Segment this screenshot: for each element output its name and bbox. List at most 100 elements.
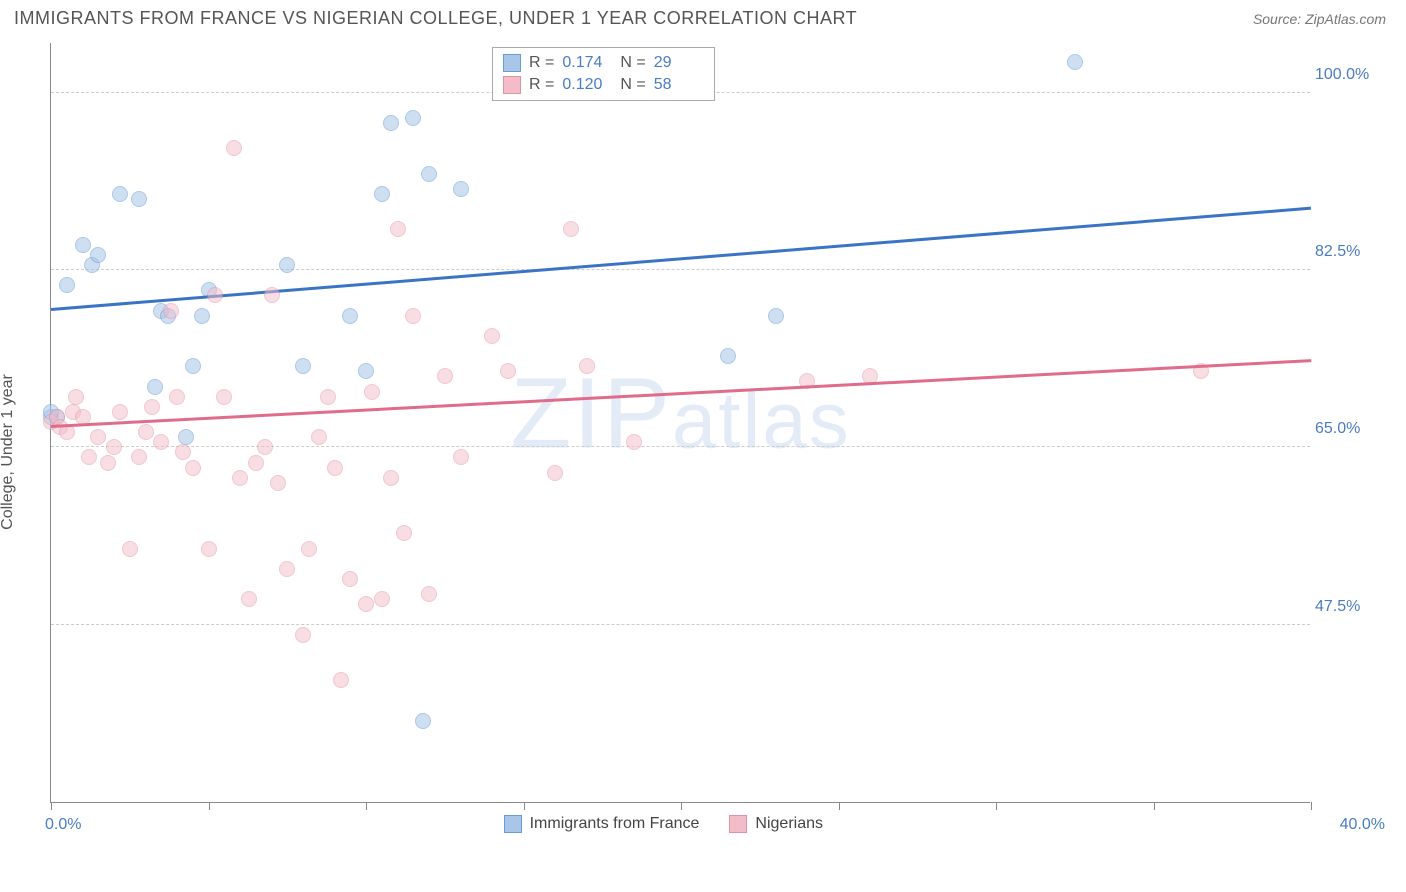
scatter-point-france — [279, 257, 295, 273]
scatter-point-france — [383, 115, 399, 131]
gridline-h — [51, 269, 1310, 270]
x-tick — [1154, 802, 1155, 810]
n-label: N = — [620, 76, 645, 94]
x-tick — [839, 802, 840, 810]
scatter-point-nigeria — [122, 541, 138, 557]
chart-header: IMMIGRANTS FROM FRANCE VS NIGERIAN COLLE… — [0, 0, 1406, 33]
gridline-h — [51, 624, 1310, 625]
scatter-point-nigeria — [248, 455, 264, 471]
legend-swatch-france — [503, 54, 521, 72]
scatter-point-nigeria — [207, 287, 223, 303]
scatter-point-nigeria — [163, 303, 179, 319]
legend-swatch-france — [504, 815, 522, 833]
n-value: 58 — [654, 76, 704, 94]
n-label: N = — [620, 54, 645, 72]
scatter-point-nigeria — [90, 429, 106, 445]
scatter-point-nigeria — [169, 389, 185, 405]
scatter-point-france — [90, 247, 106, 263]
scatter-point-nigeria — [390, 221, 406, 237]
scatter-point-nigeria — [333, 672, 349, 688]
r-label: R = — [529, 54, 554, 72]
y-tick-label: 82.5% — [1315, 243, 1385, 261]
watermark-text: ZIPatlas — [510, 356, 851, 471]
chart-container: College, Under 1 year ZIPatlas 47.5%65.0… — [0, 33, 1406, 853]
plot-area: ZIPatlas 47.5%65.0%82.5%100.0%0.0%40.0%R… — [50, 43, 1310, 803]
scatter-point-nigeria — [106, 439, 122, 455]
source-attribution: Source: ZipAtlas.com — [1253, 11, 1386, 27]
scatter-point-nigeria — [484, 328, 500, 344]
y-tick-label: 100.0% — [1315, 66, 1385, 84]
legend-swatch-nigeria — [503, 76, 521, 94]
source-name: ZipAtlas.com — [1305, 11, 1386, 27]
scatter-point-nigeria — [257, 439, 273, 455]
scatter-point-nigeria — [201, 541, 217, 557]
legend-label-nigeria: Nigerians — [755, 815, 823, 833]
legend-stats-row-nigeria: R = 0.120 N = 58 — [503, 74, 704, 96]
scatter-point-france — [1067, 54, 1083, 70]
y-tick-label: 47.5% — [1315, 598, 1385, 616]
scatter-point-nigeria — [579, 358, 595, 374]
scatter-point-nigeria — [175, 444, 191, 460]
x-start-label: 0.0% — [45, 816, 81, 834]
scatter-point-nigeria — [311, 429, 327, 445]
scatter-point-france — [453, 181, 469, 197]
scatter-point-nigeria — [264, 287, 280, 303]
scatter-point-nigeria — [185, 460, 201, 476]
legend-stats-row-france: R =0.174N =29 — [503, 52, 704, 74]
scatter-point-nigeria — [374, 591, 390, 607]
legend-item-nigeria: Nigerians — [729, 815, 823, 833]
x-tick — [681, 802, 682, 810]
scatter-point-nigeria — [421, 586, 437, 602]
scatter-point-france — [194, 308, 210, 324]
scatter-point-nigeria — [295, 627, 311, 643]
source-prefix: Source: — [1253, 11, 1305, 27]
gridline-h — [51, 446, 1310, 447]
scatter-point-france — [75, 237, 91, 253]
scatter-point-nigeria — [301, 541, 317, 557]
legend-swatch-nigeria — [729, 815, 747, 833]
scatter-point-france — [421, 166, 437, 182]
x-end-label: 40.0% — [1340, 816, 1385, 834]
x-tick — [1311, 802, 1312, 810]
x-tick — [996, 802, 997, 810]
r-value: 0.120 — [562, 76, 612, 94]
scatter-point-france — [342, 308, 358, 324]
scatter-point-nigeria — [396, 525, 412, 541]
scatter-point-nigeria — [405, 308, 421, 324]
y-tick-label: 65.0% — [1315, 420, 1385, 438]
scatter-point-nigeria — [241, 591, 257, 607]
scatter-point-nigeria — [626, 434, 642, 450]
scatter-point-nigeria — [216, 389, 232, 405]
y-axis-label: College, Under 1 year — [0, 374, 17, 530]
legend-label-france: Immigrants from France — [530, 815, 700, 833]
r-label: R = — [529, 76, 554, 94]
scatter-point-france — [358, 363, 374, 379]
x-tick — [51, 802, 52, 810]
scatter-point-nigeria — [144, 399, 160, 415]
scatter-point-nigeria — [500, 363, 516, 379]
scatter-point-nigeria — [279, 561, 295, 577]
x-tick — [524, 802, 525, 810]
scatter-point-france — [405, 110, 421, 126]
scatter-point-nigeria — [327, 460, 343, 476]
scatter-point-nigeria — [547, 465, 563, 481]
scatter-point-france — [185, 358, 201, 374]
r-value: 0.174 — [562, 54, 612, 72]
scatter-point-france — [720, 348, 736, 364]
scatter-point-nigeria — [358, 596, 374, 612]
scatter-point-nigeria — [342, 571, 358, 587]
scatter-point-nigeria — [153, 434, 169, 450]
scatter-point-france — [415, 713, 431, 729]
chart-title: IMMIGRANTS FROM FRANCE VS NIGERIAN COLLE… — [14, 8, 857, 29]
scatter-point-france — [147, 379, 163, 395]
scatter-point-france — [768, 308, 784, 324]
scatter-point-nigeria — [138, 424, 154, 440]
trend-line-france — [51, 207, 1311, 311]
scatter-point-nigeria — [131, 449, 147, 465]
legend-stats: R =0.174N =29R =0.120N =58 — [492, 47, 715, 101]
scatter-point-nigeria — [563, 221, 579, 237]
scatter-point-france — [59, 277, 75, 293]
scatter-point-nigeria — [226, 140, 242, 156]
legend-bottom: Immigrants from France Nigerians — [504, 815, 823, 833]
scatter-point-nigeria — [81, 449, 97, 465]
